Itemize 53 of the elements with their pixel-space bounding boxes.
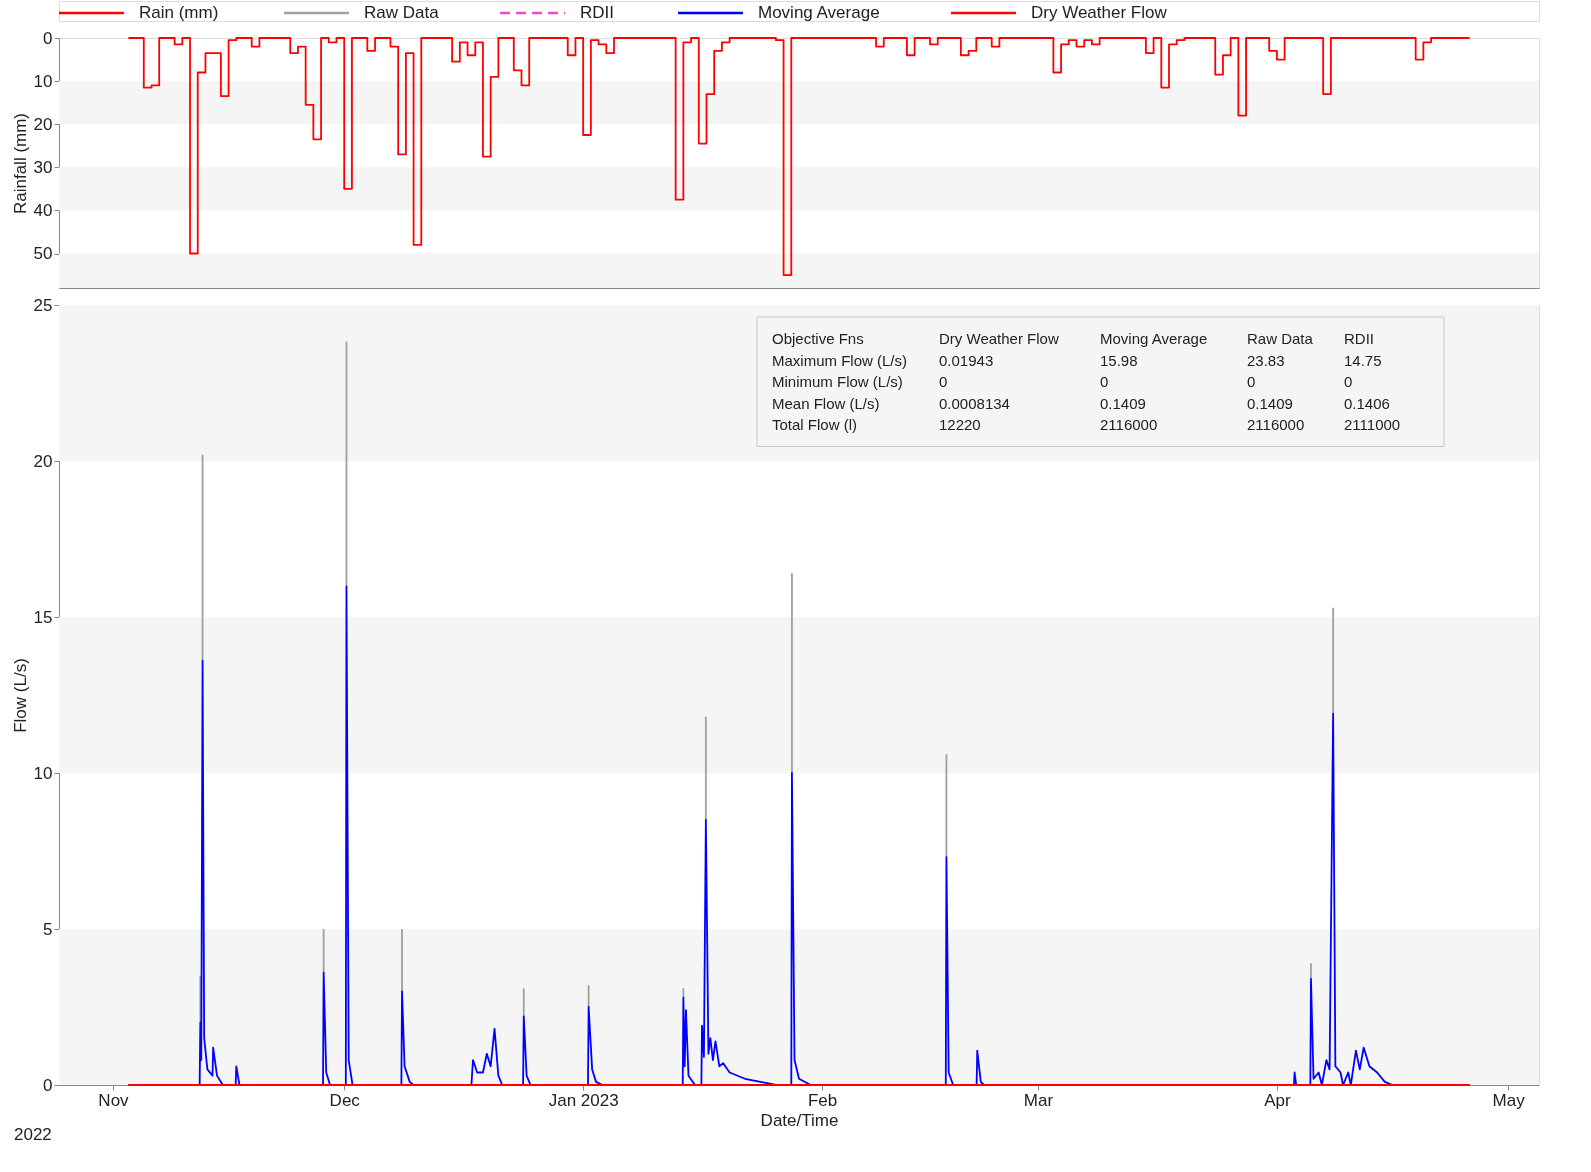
annotation: 0 xyxy=(1247,373,1256,390)
legend-label: RDII xyxy=(580,3,614,22)
x-axis-title: Date/Time xyxy=(760,1110,839,1130)
y-tick-label: 15 xyxy=(33,607,53,627)
annotation: Maximum Flow (L/s) xyxy=(772,351,908,369)
x-tick-label: Jan 2023 xyxy=(548,1090,619,1110)
y-tick-label: 0 xyxy=(43,1075,53,1095)
x-tick-label: May xyxy=(1492,1090,1526,1110)
y-tick-label: 20 xyxy=(33,114,53,134)
annotation: 0.1409 xyxy=(1247,394,1293,412)
legend-label: Rain (mm) xyxy=(139,3,219,22)
legend-label: Moving Average xyxy=(758,3,880,22)
annotation: Mean Flow (L/s) xyxy=(772,394,880,412)
annotation: 2116000 xyxy=(1247,416,1305,433)
annotation: 0 xyxy=(1344,373,1353,390)
x-tick-label: Dec xyxy=(329,1090,361,1110)
x-tick-label: Mar xyxy=(1023,1090,1054,1110)
y-tick-label: 20 xyxy=(33,451,53,471)
y-tick-label: 10 xyxy=(33,71,53,91)
annotation: 2116000 xyxy=(1100,416,1158,433)
annotation: 0.1409 xyxy=(1100,394,1146,412)
annotation: 0.0008134 xyxy=(939,394,1010,412)
annotation: 15.98 xyxy=(1100,351,1138,369)
legend-label: Dry Weather Flow xyxy=(1031,3,1168,22)
annotation: 2111000 xyxy=(1344,416,1401,433)
legend-label: Raw Data xyxy=(364,3,440,22)
x-tick-label: Apr xyxy=(1264,1090,1291,1110)
annotation: Minimum Flow (L/s) xyxy=(772,373,903,390)
annotation: Moving Average xyxy=(1100,330,1208,347)
y-tick-label: 40 xyxy=(33,200,53,220)
y-tick-label: 5 xyxy=(43,919,53,939)
y-tick-label: 0 xyxy=(43,28,53,48)
y-tick-label: 25 xyxy=(33,295,53,315)
y-axis-title: Flow (L/s) xyxy=(10,658,30,733)
annotation: 0 xyxy=(939,373,948,390)
text: 2022 xyxy=(14,1125,52,1144)
y-tick-label: 30 xyxy=(33,157,53,177)
annotation: 0.01943 xyxy=(939,351,994,369)
y-axis-title: Rainfall (mm) xyxy=(10,112,30,215)
annotation: RDII xyxy=(1344,330,1374,347)
annotation: Raw Data xyxy=(1247,330,1314,347)
y-tick-label: 10 xyxy=(33,763,53,783)
x-tick-label: Feb xyxy=(807,1090,838,1110)
annotation: Objective Fns xyxy=(772,330,864,347)
annotation: 12220 xyxy=(939,416,981,433)
annotation: 14.75 xyxy=(1344,351,1382,369)
annotation: 23.83 xyxy=(1247,351,1285,369)
annotation: 0.1406 xyxy=(1344,394,1390,412)
y-tick-label: 50 xyxy=(33,244,53,264)
annotation: Dry Weather Flow xyxy=(939,330,1059,347)
x-tick-label: Nov xyxy=(98,1090,130,1110)
annotation: Total Flow (l) xyxy=(772,416,858,433)
annotation: 0 xyxy=(1100,373,1109,390)
